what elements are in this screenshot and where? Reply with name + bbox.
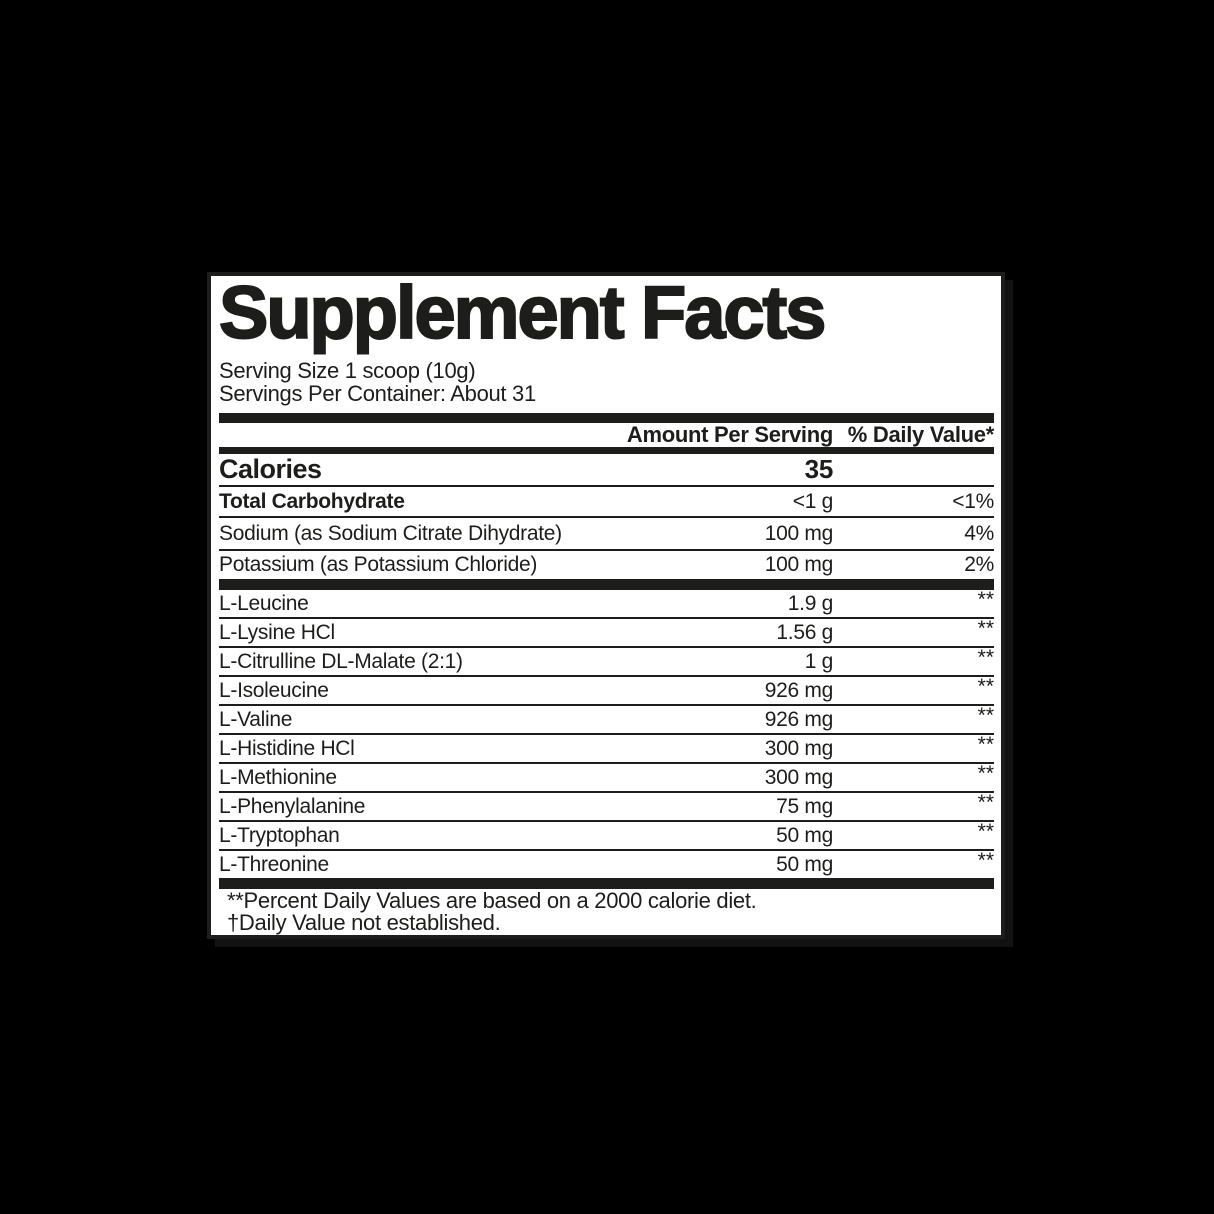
amino-amount: 926 mg [764,678,834,702]
amino-row-valine: L-Valine 926 mg ** [219,704,994,733]
amino-amount: 926 mg [764,707,834,731]
serving-size: Serving Size 1 scoop (10g) [219,358,476,383]
amino-row-lysine: L-Lysine HCl 1.56 g ** [219,617,994,646]
supplement-facts-panel: Supplement Facts Serving Size 1 scoop (1… [207,272,1005,939]
amino-name: L-Lysine HCl [219,620,335,644]
amino-dv: ** [977,820,994,843]
hairline [219,704,994,706]
footnote-dv-not-established: †Daily Value not established. [227,910,501,935]
amino-name: L-Methionine [219,765,337,789]
amino-row-histidine: L-Histidine HCl 300 mg ** [219,733,994,762]
amino-dv: ** [977,646,994,669]
hairline [219,617,994,619]
amino-name: L-Valine [219,707,293,731]
nutrient-row-total-carbohydrate: Total Carbohydrate <1 g <1% [219,487,994,516]
hairline [219,485,994,487]
amino-row-leucine: L-Leucine 1.9 g ** [219,588,994,617]
amino-dv: ** [977,791,994,814]
amino-amount: 1.56 g [776,620,833,644]
footnote-percent-dv: **Percent Daily Values are based on a 20… [227,888,757,913]
separator-bar-aminos-top [219,579,994,590]
nutrient-dv: 2% [964,553,994,576]
hairline [219,549,994,551]
amino-row-citrulline: L-Citrulline DL-Malate (2:1) 1 g ** [219,646,994,675]
hairline [219,791,994,793]
amino-name: L-Tryptophan [219,823,340,847]
amino-dv: ** [977,704,994,727]
nutrient-amount: 100 mg [764,553,834,576]
hairline [219,646,994,648]
column-header-amount: Amount Per Serving [626,422,833,447]
amino-dv: ** [977,733,994,756]
supplement-facts-title: Supplement Facts [218,271,827,354]
nutrient-row-potassium: Potassium (as Potassium Chloride) 100 mg… [219,551,994,579]
nutrient-amount: 100 mg [764,521,834,545]
calories-amount: 35 [804,454,834,484]
separator-bar-bottom [219,878,994,889]
servings-per-container: Servings Per Container: About 31 [219,381,536,406]
amino-row-phenylalanine: L-Phenylalanine 75 mg ** [219,791,994,820]
nutrient-row-sodium: Sodium (as Sodium Citrate Dihydrate) 100… [219,518,994,549]
amino-dv: ** [977,617,994,640]
column-header-row: Amount Per Serving % Daily Value* [219,423,994,447]
amino-row-isoleucine: L-Isoleucine 926 mg ** [219,675,994,704]
nutrient-name: Potassium (as Potassium Chloride) [219,553,538,576]
amino-dv: ** [977,675,994,698]
amino-row-threonine: L-Threonine 50 mg ** [219,849,994,878]
amino-name: L-Phenylalanine [219,794,366,818]
amino-amount: 1 g [804,649,834,673]
amino-amount: 75 mg [776,794,833,818]
amino-name: L-Isoleucine [219,678,329,702]
nutrient-amount: <1 g [792,489,834,513]
amino-row-tryptophan: L-Tryptophan 50 mg ** [219,820,994,849]
amino-amount: 1.9 g [787,591,834,615]
amino-name: L-Threonine [219,852,329,876]
nutrient-dv: <1% [952,489,994,513]
amino-amount: 50 mg [776,852,833,876]
nutrient-name: Sodium (as Sodium Citrate Dihydrate) [219,521,562,545]
hairline [219,733,994,735]
amino-name: L-Leucine [219,591,309,615]
amino-dv: ** [977,849,994,872]
separator-bar-top [219,413,994,423]
amino-row-methionine: L-Methionine 300 mg ** [219,762,994,791]
column-header-dv: % Daily Value* [847,422,995,447]
nutrient-name: Total Carbohydrate [219,489,405,513]
amino-amount: 300 mg [764,765,834,789]
amino-dv: ** [977,762,994,785]
separator-bar-header [219,447,994,454]
hairline [219,849,994,851]
hairline [219,516,994,518]
nutrient-dv: 4% [964,521,994,545]
hairline [219,675,994,677]
calories-label: Calories [219,454,322,484]
amino-name: L-Histidine HCl [219,736,355,760]
amino-dv: ** [977,588,994,611]
hairline [219,762,994,764]
amino-name: L-Citrulline DL-Malate (2:1) [219,649,463,673]
hairline [219,820,994,822]
amino-amount: 300 mg [764,736,834,760]
footnotes: **Percent Daily Values are based on a 20… [219,890,994,934]
amino-amount: 50 mg [776,823,833,847]
calories-row: Calories 35 [219,454,994,485]
